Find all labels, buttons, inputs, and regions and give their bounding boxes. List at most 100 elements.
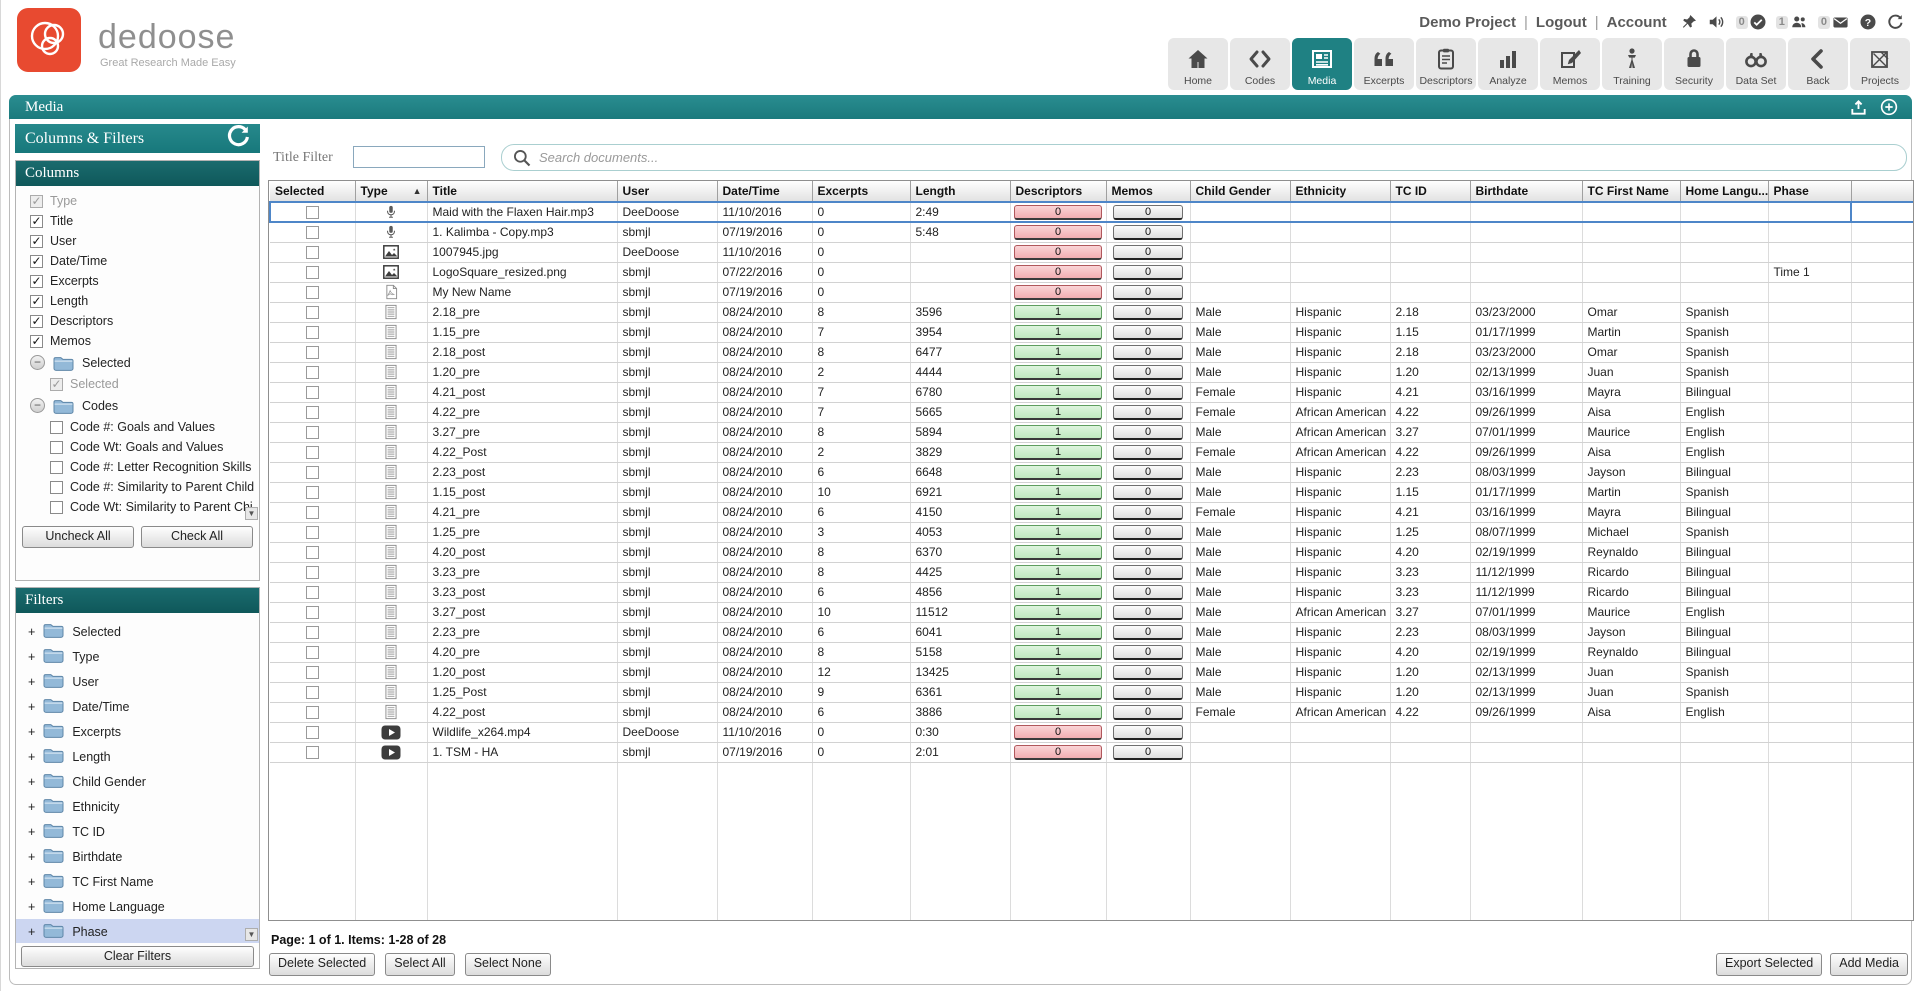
table-row[interactable]: 4.22_pre sbmjl 08/24/2010 7 5665 1 0 Female Afri… xyxy=(270,402,1913,423)
row-checkbox[interactable] xyxy=(305,426,319,440)
descriptors-count-button[interactable]: 1 xyxy=(1014,564,1102,580)
checkbox-checked[interactable]: ✓ xyxy=(30,313,43,328)
table-row[interactable]: 3.23_pre sbmjl 08/24/2010 8 4425 1 0 Male Hispan… xyxy=(270,562,1913,583)
column-header-phase[interactable]: Phase xyxy=(1768,181,1852,203)
title-filter-input[interactable] xyxy=(353,146,485,168)
table-row[interactable]: 1.25_pre sbmjl 08/24/2010 3 4053 1 0 Male Hispan… xyxy=(270,522,1913,543)
filter-item-date-time[interactable]: + Date/Time xyxy=(16,694,259,719)
table-row[interactable]: 2.23_pre sbmjl 08/24/2010 6 6041 1 0 Male Hispan… xyxy=(270,622,1913,643)
descriptors-count-button[interactable]: 1 xyxy=(1014,384,1102,400)
sidebar-refresh-icon[interactable] xyxy=(226,124,250,153)
memos-count-button[interactable]: 0 xyxy=(1113,404,1183,420)
table-row[interactable]: My New Name sbmjl 07/19/2016 0 0 0 xyxy=(270,282,1913,303)
memos-count-button[interactable]: 0 xyxy=(1113,464,1183,480)
memos-count-button[interactable]: 0 xyxy=(1113,744,1183,760)
scroll-down-icon[interactable]: ▼ xyxy=(245,507,258,520)
pin-icon[interactable] xyxy=(1681,13,1697,31)
row-checkbox[interactable] xyxy=(305,546,319,560)
checkbox-unchecked[interactable] xyxy=(50,480,63,494)
memos-count-button[interactable]: 0 xyxy=(1113,524,1183,540)
checkbox-checked[interactable]: ✓ xyxy=(30,233,43,248)
descriptors-count-button[interactable]: 0 xyxy=(1014,224,1102,240)
filter-item-ethnicity[interactable]: + Ethnicity xyxy=(16,794,259,819)
row-checkbox[interactable] xyxy=(305,466,319,480)
descriptors-count-button[interactable]: 1 xyxy=(1014,604,1102,620)
select-none-button[interactable]: Select None xyxy=(464,953,551,976)
row-checkbox[interactable] xyxy=(305,506,319,520)
table-row[interactable]: 4.22_post sbmjl 08/24/2010 6 3886 1 0 Female Afr… xyxy=(270,702,1913,723)
descriptors-count-button[interactable]: 0 xyxy=(1014,264,1102,280)
search-input[interactable] xyxy=(539,150,1906,165)
descriptors-count-button[interactable]: 1 xyxy=(1014,584,1102,600)
memos-count-button[interactable]: 0 xyxy=(1113,624,1183,640)
row-checkbox[interactable] xyxy=(305,226,319,240)
row-checkbox[interactable] xyxy=(305,726,319,740)
nav-training[interactable]: Training xyxy=(1602,38,1662,90)
table-row[interactable]: 1.20_pre sbmjl 08/24/2010 2 4444 1 0 Male Hispan… xyxy=(270,362,1913,383)
expand-icon[interactable]: + xyxy=(28,799,36,814)
descriptors-count-button[interactable]: 0 xyxy=(1014,204,1102,220)
upload-icon[interactable] xyxy=(1849,99,1868,116)
table-row[interactable]: 1007945.jpg DeeDoose 11/10/2016 0 0 0 xyxy=(270,242,1913,263)
checkbox-checked[interactable]: ✓ xyxy=(30,253,43,268)
memos-count-button[interactable]: 0 xyxy=(1113,324,1183,340)
row-checkbox[interactable] xyxy=(305,666,319,680)
row-checkbox[interactable] xyxy=(305,706,319,720)
descriptors-count-button[interactable]: 0 xyxy=(1014,284,1102,300)
memos-count-button[interactable]: 0 xyxy=(1113,424,1183,440)
help-icon[interactable]: ? xyxy=(1859,13,1877,31)
memos-count-button[interactable]: 0 xyxy=(1113,244,1183,260)
memos-count-button[interactable]: 0 xyxy=(1113,704,1183,720)
table-row[interactable]: 3.27_post sbmjl 08/24/2010 10 11512 1 0 Male Afr… xyxy=(270,602,1913,623)
memos-count-button[interactable]: 0 xyxy=(1113,564,1183,580)
row-checkbox[interactable] xyxy=(305,286,319,300)
memos-count-button[interactable]: 0 xyxy=(1113,284,1183,300)
delete-selected-button[interactable]: Delete Selected xyxy=(269,953,376,976)
table-row[interactable]: 4.21_post sbmjl 08/24/2010 7 6780 1 0 Female His… xyxy=(270,382,1913,403)
checkbox-unchecked[interactable] xyxy=(50,420,63,434)
nav-back[interactable]: Back xyxy=(1788,38,1848,90)
memos-count-button[interactable]: 0 xyxy=(1113,344,1183,360)
row-checkbox[interactable] xyxy=(305,566,319,580)
expand-icon[interactable]: + xyxy=(28,774,36,789)
descriptors-count-button[interactable]: 1 xyxy=(1014,364,1102,380)
table-row[interactable]: 1.15_post sbmjl 08/24/2010 10 6921 1 0 Male Hisp… xyxy=(270,482,1913,503)
expand-icon[interactable]: + xyxy=(28,874,36,889)
nav-home[interactable]: Home xyxy=(1168,38,1228,90)
checkbox-unchecked[interactable] xyxy=(50,440,63,454)
expand-icon[interactable]: + xyxy=(28,674,36,689)
filter-item-excerpts[interactable]: + Excerpts xyxy=(16,719,259,744)
sound-icon[interactable] xyxy=(1706,13,1727,31)
table-row[interactable]: 2.18_pre sbmjl 08/24/2010 8 3596 1 0 Male Hispan… xyxy=(270,302,1913,323)
memos-count-button[interactable]: 0 xyxy=(1113,644,1183,660)
row-checkbox[interactable] xyxy=(305,686,319,700)
descriptors-count-button[interactable]: 1 xyxy=(1014,484,1102,500)
descriptors-count-button[interactable]: 1 xyxy=(1014,304,1102,320)
checkbox-checked[interactable]: ✓ xyxy=(30,333,43,348)
descriptors-count-button[interactable]: 1 xyxy=(1014,504,1102,520)
filter-item-tc-first-name[interactable]: + TC First Name xyxy=(16,869,259,894)
filter-item-user[interactable]: + User xyxy=(16,669,259,694)
row-checkbox[interactable] xyxy=(305,526,319,540)
column-header-child-gender[interactable]: Child Gender xyxy=(1190,181,1291,203)
clear-filters-button[interactable]: Clear Filters xyxy=(21,946,254,967)
table-row[interactable]: 4.20_pre sbmjl 08/24/2010 8 5158 1 0 Male Hispan… xyxy=(270,642,1913,663)
row-checkbox[interactable] xyxy=(305,306,319,320)
table-row[interactable]: 3.27_pre sbmjl 08/24/2010 8 5894 1 0 Male Africa… xyxy=(270,422,1913,443)
expand-icon[interactable]: + xyxy=(28,749,36,764)
uncheck-all-button[interactable]: Uncheck All xyxy=(22,526,134,548)
table-row[interactable]: 1.25_Post sbmjl 08/24/2010 9 6361 1 0 Male Hispa… xyxy=(270,682,1913,703)
table-row[interactable]: 3.23_post sbmjl 08/24/2010 6 4856 1 0 Male Hispa… xyxy=(270,582,1913,603)
expand-icon[interactable]: + xyxy=(28,849,36,864)
memos-count-button[interactable]: 0 xyxy=(1113,484,1183,500)
descriptors-count-button[interactable]: 1 xyxy=(1014,544,1102,560)
memos-count-button[interactable]: 0 xyxy=(1113,304,1183,320)
memos-count-button[interactable]: 0 xyxy=(1113,604,1183,620)
columns-scrollbar[interactable]: ▼ xyxy=(245,188,258,520)
descriptors-count-button[interactable]: 1 xyxy=(1014,344,1102,360)
row-checkbox[interactable] xyxy=(305,326,319,340)
filter-item-tc-id[interactable]: + TC ID xyxy=(16,819,259,844)
column-header-user[interactable]: User xyxy=(617,181,718,203)
table-row[interactable]: 4.21_pre sbmjl 08/24/2010 6 4150 1 0 Female Hisp… xyxy=(270,502,1913,523)
column-header-tc-id[interactable]: TC ID xyxy=(1390,181,1471,203)
